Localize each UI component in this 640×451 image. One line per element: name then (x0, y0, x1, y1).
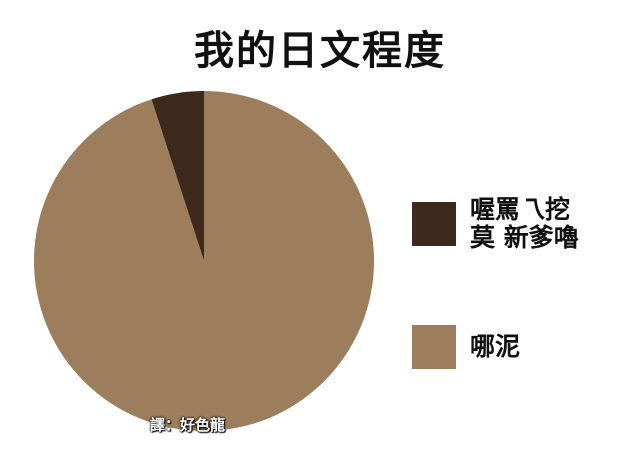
translator-credit: 譯：好色龍 (150, 416, 226, 434)
legend-item-2: 哪泥 (412, 325, 520, 369)
legend-label-2: 哪泥 (470, 332, 521, 361)
legend-label-1: 喔罵乁挖 莫 新爹嚕 (470, 195, 579, 252)
pie-slice-2 (34, 91, 375, 432)
chart-title: 我的日文程度 (194, 28, 446, 74)
pie-slice-1 (151, 91, 204, 261)
legend-swatch-1 (412, 202, 456, 246)
legend-item-1: 喔罵乁挖 莫 新爹嚕 (412, 196, 579, 252)
legend-swatch-2 (412, 325, 456, 369)
